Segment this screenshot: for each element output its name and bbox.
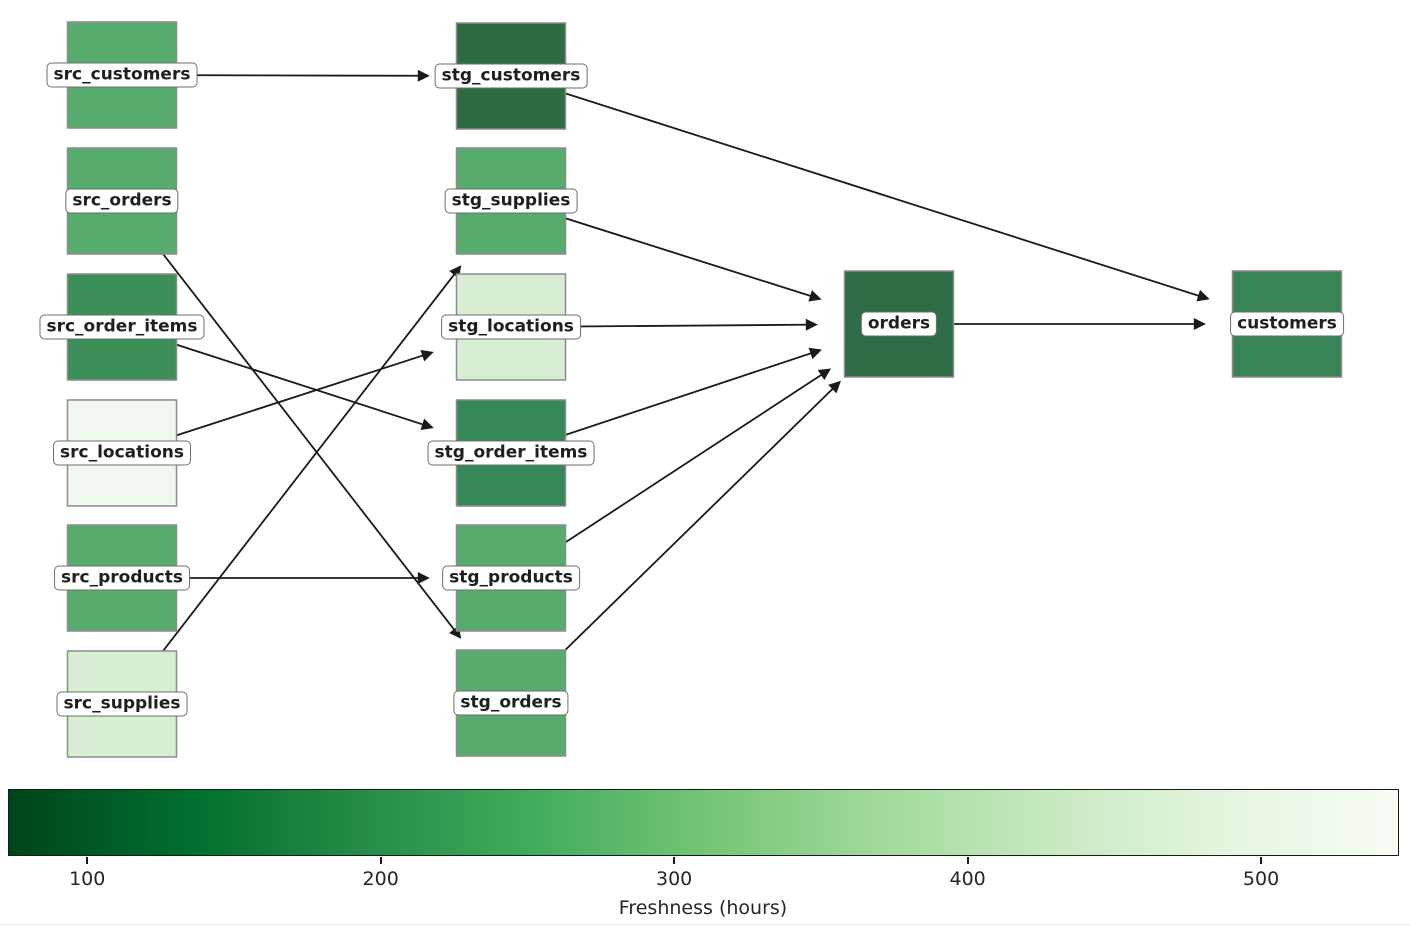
colorbar-tick-label-200: 200 (362, 868, 399, 890)
colorbar-tick-mark-200 (379, 857, 382, 864)
node-label-stg_order_items: stg_order_items (427, 440, 595, 466)
colorbar-tick-mark-400 (966, 857, 969, 864)
node-label-stg_customers: stg_customers (434, 63, 588, 89)
colorbar-tick-label-500: 500 (1242, 868, 1280, 890)
freshness-colorbar (8, 789, 1399, 856)
colorbar-tick-label-400: 400 (949, 868, 986, 890)
edge-stg_customers-to-customers (510, 75, 1210, 302)
colorbar-axis-label: Freshness (hours) (618, 897, 788, 919)
graph-canvas (66, 21, 1343, 758)
colorbar-tick-mark-500 (1260, 857, 1263, 864)
colorbar-tick-label-300: 300 (656, 868, 693, 890)
figure-bottom-rule (0, 924, 1410, 925)
node-label-src_products: src_products (54, 565, 190, 591)
edge-src_orders-to-stg_orders (121, 200, 462, 639)
colorbar-tick-mark-100 (86, 857, 89, 864)
colorbar-tick-label-100: 100 (69, 868, 106, 890)
node-label-customers: customers (1230, 311, 1344, 337)
node-label-src_supplies: src_supplies (56, 691, 188, 717)
edge-layer (121, 69, 1210, 705)
colorbar-tick-mark-300 (673, 857, 676, 864)
node-label-stg_supplies: stg_supplies (444, 188, 578, 214)
node-label-stg_locations: stg_locations (441, 314, 581, 340)
node-label-stg_products: stg_products (442, 565, 580, 591)
node-label-src_order_items: src_order_items (39, 314, 205, 340)
node-label-src_locations: src_locations (53, 440, 191, 466)
node-label-stg_orders: stg_orders (453, 690, 569, 716)
node-label-src_orders: src_orders (65, 188, 179, 214)
edge-src_supplies-to-stg_supplies (121, 265, 462, 705)
node-label-orders: orders (860, 311, 938, 337)
node-label-src_customers: src_customers (46, 62, 198, 88)
